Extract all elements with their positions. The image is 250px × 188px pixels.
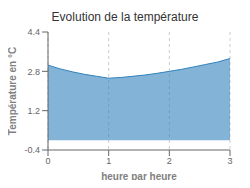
html-text:Evolution de la température: Evolution de la température: [51, 10, 199, 24]
svg-text:2.8: 2.8: [27, 67, 40, 77]
svg-text:heure par heure: heure par heure: [101, 171, 177, 180]
svg-text:2: 2: [167, 156, 172, 166]
svg-text:Température en °C: Température en °C: [8, 47, 18, 135]
svg-text:-0.4: -0.4: [24, 145, 40, 155]
svg-text:3: 3: [227, 156, 232, 166]
svg-text:4.4: 4.4: [27, 27, 40, 37]
svg-text:0: 0: [45, 156, 50, 166]
svg-text:1: 1: [106, 156, 111, 166]
svg-text:1.2: 1.2: [27, 106, 40, 116]
